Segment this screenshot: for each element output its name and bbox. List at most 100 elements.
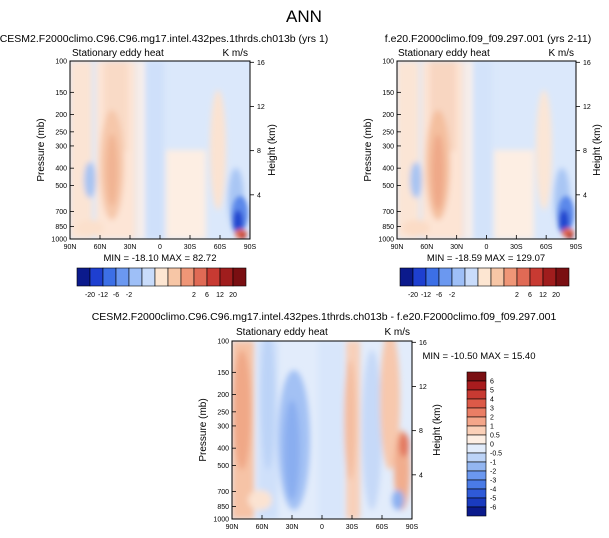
panel-3-minmax: MIN = -10.50 MAX = 15.40: [422, 351, 535, 362]
x-tick-label: 60N: [420, 244, 433, 251]
colorbar-box: [477, 267, 492, 287]
panel-2-title: f.e20.F2000climo.f09_f09.297.001 (yrs 2-…: [385, 33, 591, 45]
x-tick-label: 60S: [214, 244, 227, 251]
colorbar-label: 2: [515, 292, 519, 299]
colorbar-box: [438, 267, 453, 287]
x-tick-label: 30S: [184, 244, 197, 251]
colorbar-box: [466, 443, 487, 454]
panel-2-variable: Stationary eddy heat: [398, 48, 490, 59]
y-tick-label: 500: [382, 183, 394, 190]
colorbar-box: [490, 267, 505, 287]
colorbar-box: [466, 380, 487, 391]
panel-3-ylabel-right: Height (km): [432, 404, 443, 456]
colorbar-box: [193, 267, 208, 287]
panel-3-title: CESM2.F2000climo.C96.C96.mg17.intel.432p…: [92, 311, 557, 323]
panel-1-minmax: MIN = -18.10 MAX = 82.72: [103, 253, 216, 264]
y-tick-label: 700: [382, 209, 394, 216]
colorbar-box: [232, 267, 247, 287]
y-right-tick-label: 16: [419, 340, 427, 347]
panel-1-field: [70, 61, 250, 239]
page-title: ANN: [286, 7, 322, 26]
x-tick-label: 90S: [244, 244, 257, 251]
x-tick-label: 30N: [124, 244, 137, 251]
y-tick-label: 700: [55, 209, 67, 216]
colorbar-box: [102, 267, 117, 287]
colorbar-label: -1: [490, 460, 496, 467]
colorbar-box: [466, 506, 487, 517]
x-tick-label: 90S: [406, 524, 419, 531]
colorbar-box: [516, 267, 531, 287]
colorbar-label: -2: [126, 292, 132, 299]
colorbar-box: [466, 488, 487, 499]
y-tick-label: 500: [217, 463, 229, 470]
y-right-tick-label: 12: [257, 104, 265, 111]
x-tick-label: 30S: [346, 524, 359, 531]
x-tick-label: 0: [485, 244, 489, 251]
panel-2-minmax: MIN = -18.59 MAX = 129.07: [427, 253, 545, 264]
colorbar-label: 1: [490, 424, 494, 431]
y-right-tick-label: 16: [257, 60, 265, 67]
colorbar-label: 12: [539, 292, 547, 299]
panel-3-axes: 90N 60N 30N 0 30S 60S 90S 100 150 200 250 300 400 500…: [213, 339, 426, 532]
y-tick-label: 1000: [213, 517, 229, 524]
panel-2-field: [397, 61, 576, 239]
colorbar-label: -6: [490, 505, 496, 512]
colorbar-label: 6: [490, 379, 494, 386]
colorbar-box: [128, 267, 143, 287]
colorbar-label: -2: [490, 469, 496, 476]
colorbar-box: [206, 267, 221, 287]
x-tick-label: 0: [320, 524, 324, 531]
panel-1-ylabel-right: Height (km): [267, 124, 278, 176]
y-tick-label: 300: [217, 423, 229, 430]
y-right-tick-label: 8: [257, 148, 261, 155]
y-tick-label: 850: [55, 224, 67, 231]
x-tick-label: 60S: [540, 244, 553, 251]
colorbar-box: [542, 267, 557, 287]
colorbar-label: -20: [408, 292, 418, 299]
y-tick-label: 700: [217, 489, 229, 496]
colorbar-box: [555, 267, 570, 287]
y-tick-label: 100: [55, 59, 67, 66]
panel-2: f.e20.F2000climo.f09_f09.297.001 (yrs 2-…: [363, 33, 603, 299]
panel-1-title: CESM2.F2000climo.C96.C96.mg17.intel.432p…: [0, 33, 328, 45]
x-tick-label: 30N: [450, 244, 463, 251]
colorbar-label: 20: [552, 292, 560, 299]
y-tick-label: 150: [382, 90, 394, 97]
colorbar-box: [466, 497, 487, 508]
colorbar-box: [466, 452, 487, 463]
panel-3-field: [232, 341, 412, 519]
y-tick-label: 300: [55, 143, 67, 150]
y-tick-label: 400: [55, 166, 67, 173]
colorbar-box: [180, 267, 195, 287]
colorbar-label: -12: [98, 292, 108, 299]
colorbar-box: [167, 267, 182, 287]
x-tick-label: 60N: [94, 244, 107, 251]
panel-2-units: K m/s: [548, 48, 574, 59]
panel-1-colorbar: -20 -12 -6 -2 2 6 12 20: [76, 267, 247, 299]
x-tick-label: 60N: [256, 524, 269, 531]
colorbar-box: [466, 371, 487, 382]
y-tick-label: 100: [382, 59, 394, 66]
colorbar-label: 3: [490, 406, 494, 413]
y-tick-label: 400: [217, 446, 229, 453]
y-right-tick-label: 16: [583, 60, 591, 67]
colorbar-box: [466, 398, 487, 409]
colorbar-box: [466, 461, 487, 472]
y-tick-label: 250: [217, 409, 229, 416]
x-tick-label: 30N: [286, 524, 299, 531]
panel-1-ylabel: Pressure (mb): [36, 118, 47, 181]
colorbar-label: 5: [490, 388, 494, 395]
colorbar-label: 20: [229, 292, 237, 299]
panel-3-ylabel: Pressure (mb): [198, 398, 209, 461]
y-tick-label: 850: [382, 224, 394, 231]
y-tick-label: 250: [382, 129, 394, 136]
colorbar-box: [425, 267, 440, 287]
y-right-tick-label: 8: [419, 428, 423, 435]
colorbar-label: 2: [490, 415, 494, 422]
colorbar-label: -5: [490, 496, 496, 503]
y-tick-label: 1000: [378, 237, 394, 244]
colorbar-label: -6: [436, 292, 442, 299]
y-tick-label: 850: [217, 504, 229, 511]
colorbar-box: [529, 267, 544, 287]
colorbar-label: -20: [85, 292, 95, 299]
